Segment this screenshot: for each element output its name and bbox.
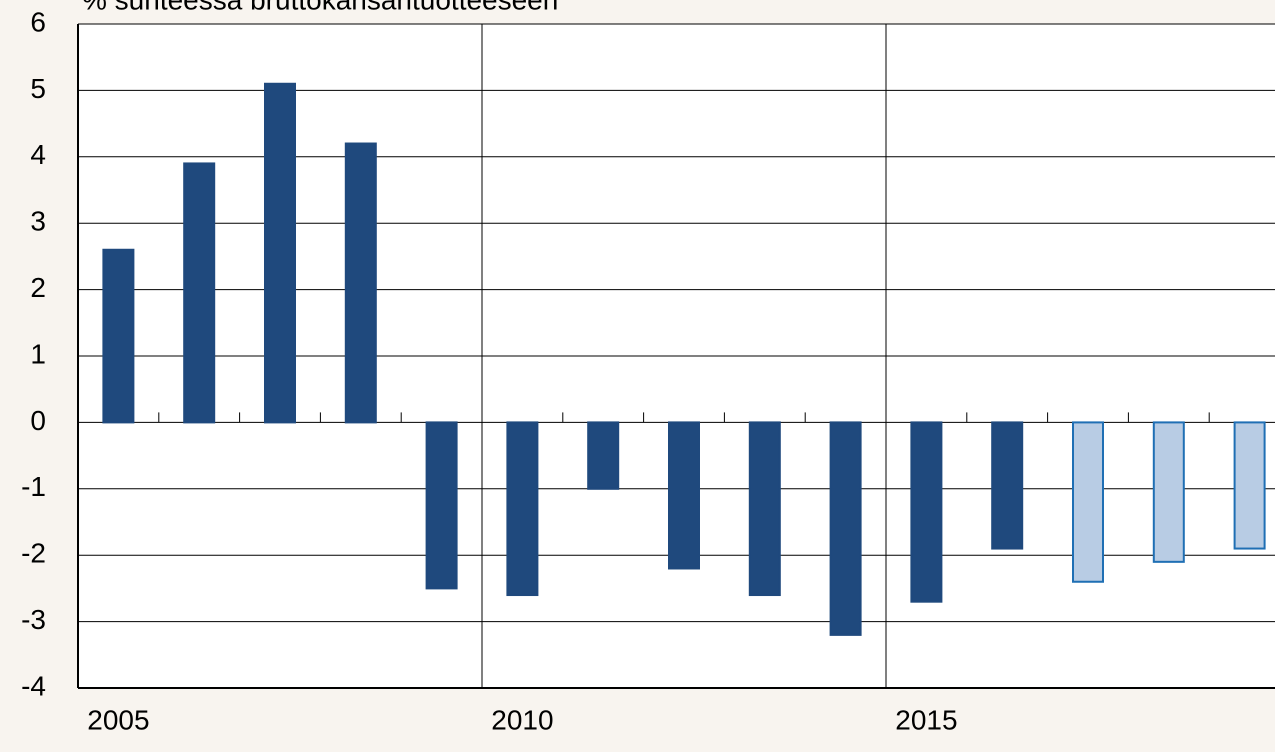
y-tick-label: 5 [30, 73, 46, 104]
bar [1152, 421, 1185, 563]
bar [910, 421, 943, 603]
y-tick-label: 3 [30, 206, 46, 237]
x-tick-label: 2010 [491, 704, 553, 735]
y-tick-label: -4 [21, 670, 46, 701]
y-tick-label: 6 [30, 6, 46, 37]
y-tick-label: 1 [30, 338, 46, 369]
bar [506, 421, 539, 597]
y-tick-label: 2 [30, 272, 46, 303]
bar [183, 162, 216, 424]
bar [1072, 421, 1104, 583]
x-tick-label: 2015 [895, 704, 957, 735]
bar [425, 421, 458, 590]
y-tick-label: -2 [21, 538, 46, 569]
y-tick-label: -1 [21, 471, 46, 502]
y-tick-label: -3 [21, 604, 46, 635]
bar [344, 142, 377, 424]
bar [102, 248, 135, 424]
bar [1233, 421, 1266, 550]
y-tick-label: 0 [30, 405, 46, 436]
bar [668, 421, 700, 570]
x-tick-label: 2005 [87, 704, 149, 735]
bar [264, 82, 296, 424]
bar [587, 421, 620, 490]
bar [748, 421, 781, 597]
chart-title: % suhteessa bruttokansantuotteeseen [82, 0, 558, 15]
bar [991, 421, 1024, 550]
bar [829, 421, 862, 636]
y-tick-label: 4 [30, 139, 46, 170]
